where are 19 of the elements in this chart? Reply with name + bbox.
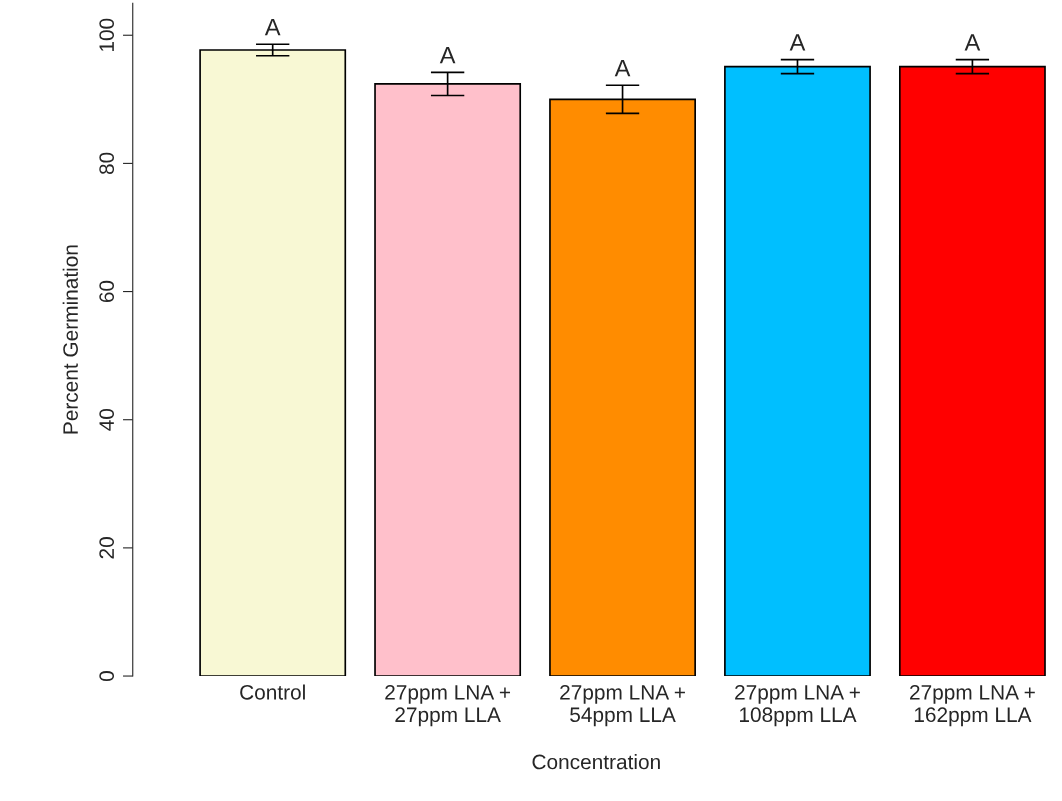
annotation: A <box>264 18 281 36</box>
x-tick-label: 27ppm LNA + 54ppm LLA <box>560 684 685 727</box>
annotation: A <box>614 59 631 77</box>
annotation: A <box>439 47 456 64</box>
y-tick-label: 40 <box>99 408 115 431</box>
annotation: A <box>789 34 806 51</box>
y-tick-label: 60 <box>99 280 115 303</box>
y-tick-label: 0 <box>99 671 115 682</box>
x-tick-label: 27ppm LNA + 27ppm LLA <box>385 684 511 727</box>
x-axis-title: Concentration <box>532 754 660 770</box>
x-tick-label: 27ppm LNA + 162ppm LLA <box>910 684 1035 727</box>
y-tick-label: 80 <box>99 152 115 175</box>
y-axis-title: Percent Germination <box>62 245 78 434</box>
bar <box>199 49 347 677</box>
y-tick-label: 100 <box>99 18 115 52</box>
x-tick-label: 27ppm LNA + 108ppm LLA <box>735 684 860 727</box>
annotation: A <box>964 34 981 51</box>
x-tick-label: Control <box>240 684 305 700</box>
y-tick-label: 20 <box>99 537 115 559</box>
